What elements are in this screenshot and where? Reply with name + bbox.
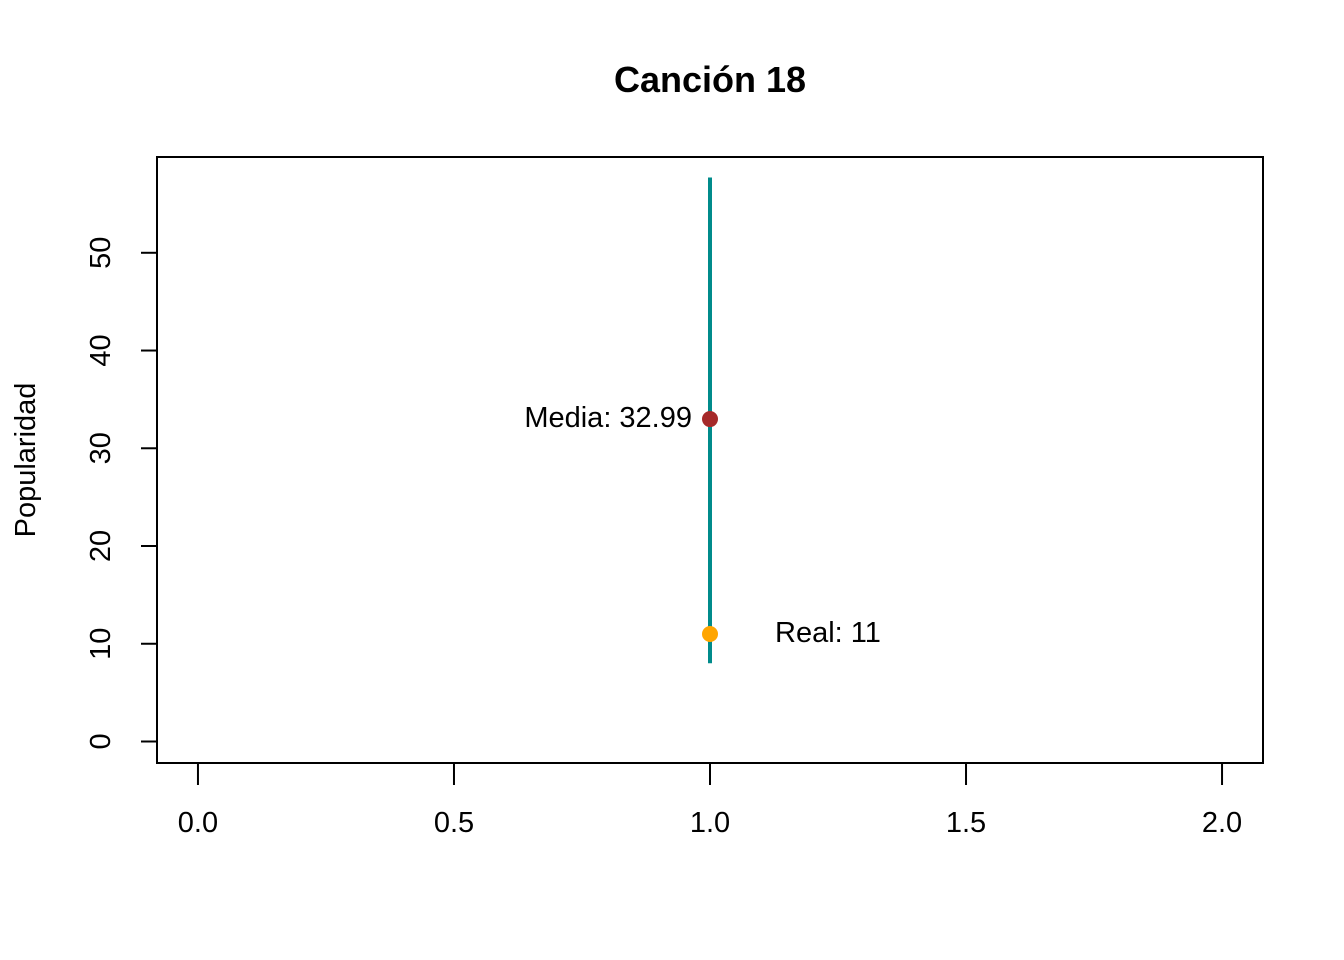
- y-tick-label: 20: [85, 530, 117, 562]
- x-tick-label: 1.5: [946, 807, 986, 839]
- point-marker: [702, 625, 718, 642]
- y-axis-label: Popularidad: [10, 383, 42, 538]
- y-tick-label: 10: [85, 628, 117, 660]
- plot-marks: Media: 32.99 Real: 11: [524, 177, 881, 664]
- point-marker: [702, 411, 718, 428]
- point-label: Media: 32.99: [524, 402, 692, 434]
- x-tick-label: 0.5: [434, 807, 474, 839]
- chart-title: Canción 18: [614, 59, 806, 100]
- x-tick-label: 2.0: [1202, 807, 1242, 839]
- y-axis: 0 10 20 30 40 50: [85, 237, 158, 750]
- y-tick-label: 30: [85, 432, 117, 464]
- x-tick-label: 0.0: [178, 807, 218, 839]
- y-tick-label: 50: [85, 237, 117, 269]
- point-label: Real: 11: [775, 617, 881, 649]
- y-tick-label: 40: [85, 334, 117, 366]
- x-tick-label: 1.0: [690, 807, 730, 839]
- x-axis: 0.0 0.5 1.0 1.5 2.0: [178, 762, 1242, 839]
- y-tick-label: 0: [85, 733, 117, 749]
